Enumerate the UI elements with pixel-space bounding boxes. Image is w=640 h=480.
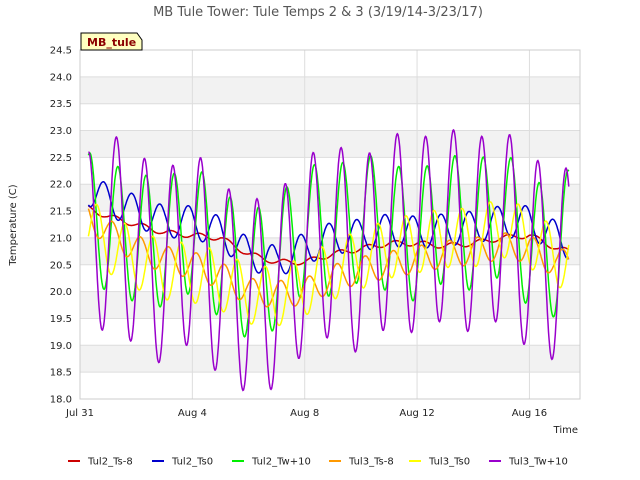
plot-frame bbox=[79, 49, 581, 400]
plot-band bbox=[80, 50, 580, 77]
plot-band bbox=[80, 372, 580, 399]
plot-band bbox=[80, 130, 580, 158]
grid-lines bbox=[79, 49, 580, 400]
y-tick-label: 24.0 bbox=[50, 72, 72, 83]
legend-label: Tul3_Tw+10 bbox=[508, 457, 568, 468]
plot-band bbox=[80, 103, 580, 131]
x-tick-label: Aug 8 bbox=[290, 408, 319, 419]
y-tick-label: 22.0 bbox=[50, 180, 72, 191]
site-badge: MB_tule bbox=[80, 32, 143, 51]
x-tick-label: Aug 16 bbox=[512, 408, 547, 419]
x-tick-label: Aug 12 bbox=[399, 408, 434, 419]
legend-label: Tul2_Ts0 bbox=[171, 457, 213, 468]
y-tick-label: 21.5 bbox=[50, 207, 72, 218]
plot-band bbox=[80, 157, 580, 185]
y-tick-label: 18.5 bbox=[50, 368, 72, 379]
plot-band bbox=[80, 76, 580, 104]
plot-band bbox=[80, 345, 580, 373]
series-lines bbox=[87, 128, 570, 392]
y-tick-label: 24.5 bbox=[50, 46, 72, 57]
y-tick-label: 23.5 bbox=[50, 99, 72, 110]
x-axis-label: Time bbox=[553, 425, 578, 436]
legend-label: Tul2_Tw+10 bbox=[251, 457, 311, 468]
y-tick-label: 18.0 bbox=[50, 395, 72, 406]
y-axis-label: Temperature (C) bbox=[8, 184, 19, 266]
y-tick-label: 19.5 bbox=[50, 314, 72, 325]
chart-title: MB Tule Tower: Tule Temps 2 & 3 (3/19/14… bbox=[153, 5, 483, 20]
badge-label: MB_tule bbox=[87, 36, 136, 49]
legend-label: Tul3_Ts-8 bbox=[348, 457, 394, 468]
legend-label: Tul3_Ts0 bbox=[428, 457, 470, 468]
series-line-tul3-ts0 bbox=[87, 201, 570, 327]
series-line-tul3-ts-8 bbox=[87, 208, 570, 308]
y-tick-labels: 18.0 18.5 19.0 19.5 20.0 20.5 21.0 21.5 22.0 22.5… bbox=[50, 46, 72, 406]
y-tick-label: 20.5 bbox=[50, 260, 72, 271]
legend: Tul2_Ts-8 Tul2_Ts0 Tul2_Tw+10 Tul3_Ts-8 Tul3… bbox=[68, 457, 568, 468]
legend-label: Tul2_Ts-8 bbox=[87, 457, 133, 468]
x-tick-label: Aug 4 bbox=[178, 408, 207, 419]
y-tick-label: 22.5 bbox=[50, 153, 72, 164]
y-tick-label: 19.0 bbox=[50, 341, 72, 352]
y-tick-label: 23.0 bbox=[50, 126, 72, 137]
series-line-tul3-tw-10 bbox=[88, 128, 570, 392]
y-tick-label: 21.0 bbox=[50, 233, 72, 244]
badge-shape bbox=[80, 32, 143, 51]
x-tick-label: Jul 31 bbox=[65, 408, 94, 419]
y-tick-label: 20.0 bbox=[50, 287, 72, 298]
x-tick-labels: Jul 31 Aug 4 Aug 8 Aug 12 Aug 16 bbox=[65, 408, 547, 419]
